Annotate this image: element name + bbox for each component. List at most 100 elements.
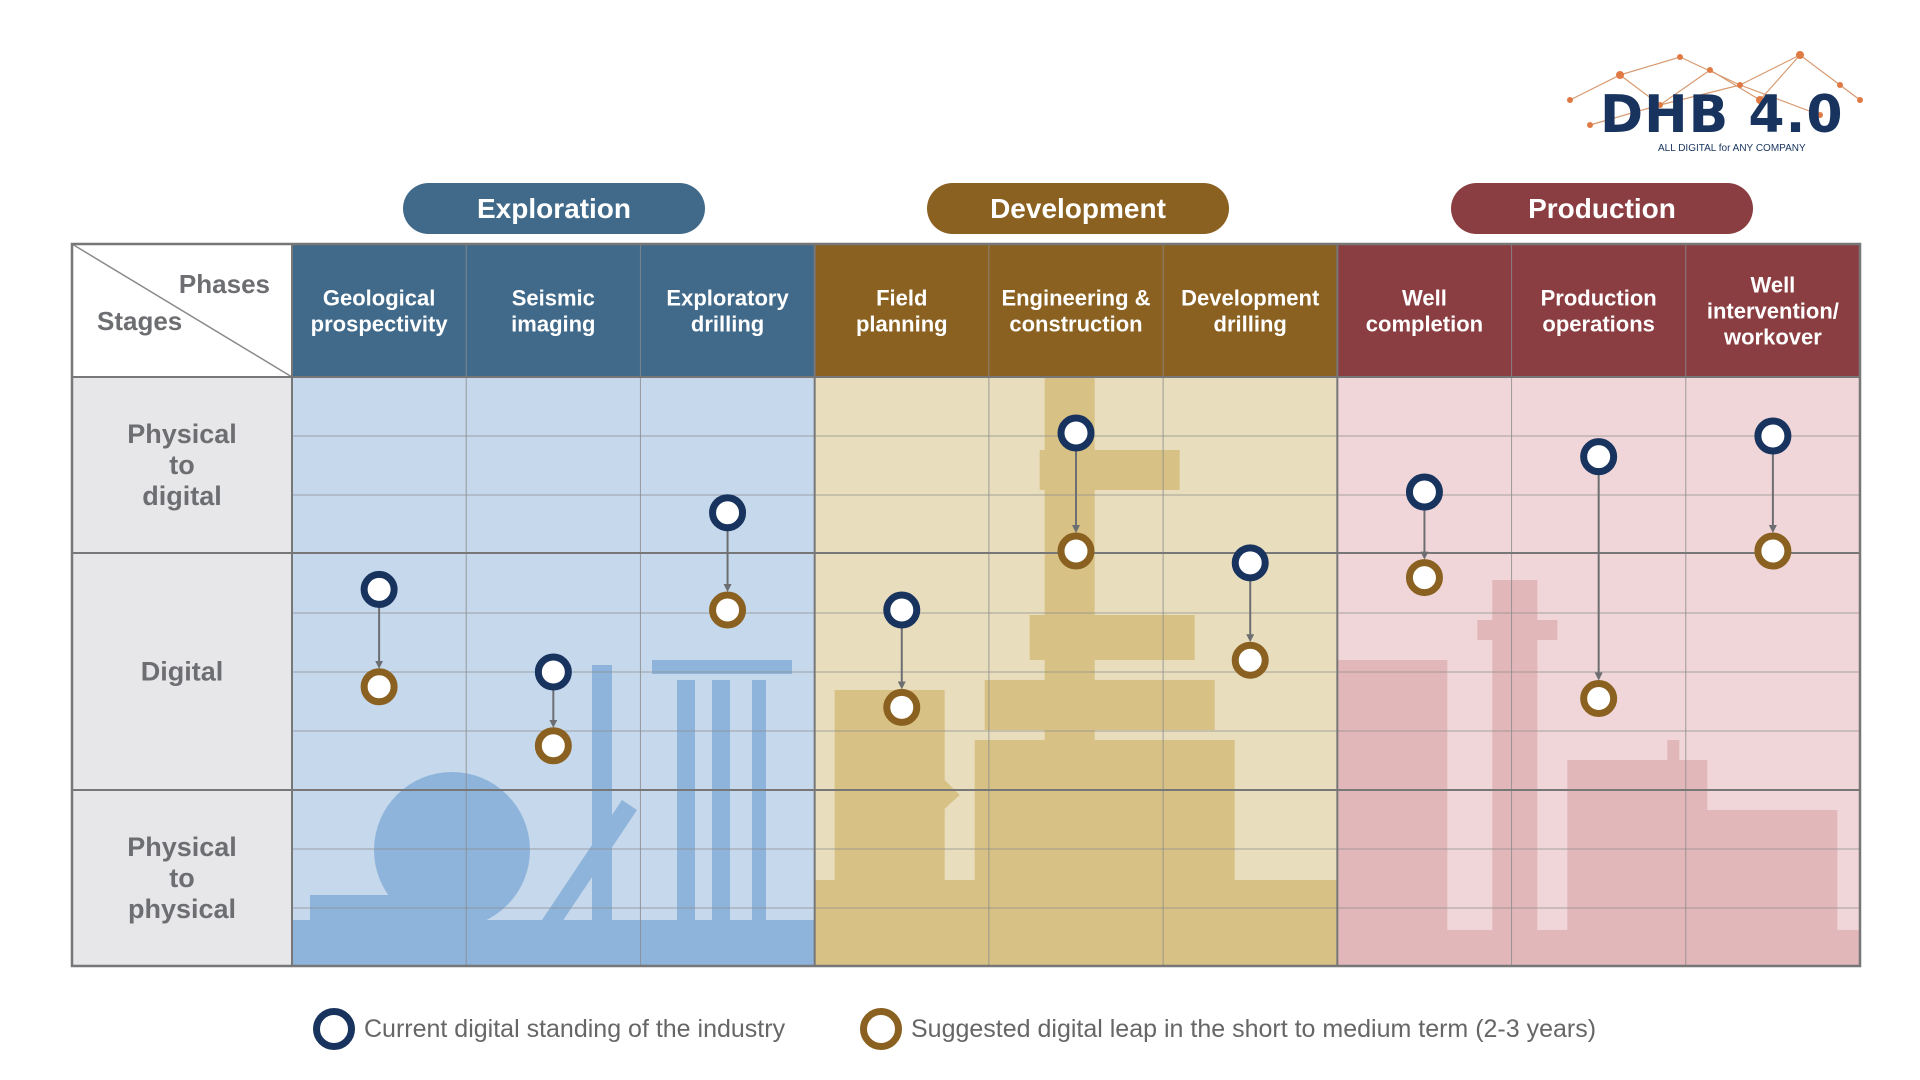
logo-title: DHB 4.0 <box>1600 85 1844 145</box>
silhouette-shape <box>814 780 960 910</box>
phase-header-line: Production <box>1541 286 1657 311</box>
current-marker-icon <box>313 1008 355 1050</box>
group-pill-label: Exploration <box>476 192 631 224</box>
industrial-silhouette-icon <box>814 300 1337 966</box>
stage-label-line: physical <box>128 894 236 924</box>
phase-header-cell <box>1163 244 1338 377</box>
silhouette-shape <box>712 680 730 920</box>
phase-header-line: prospectivity <box>311 312 449 337</box>
phase-header-line: planning <box>856 312 948 337</box>
silhouette-shape <box>652 660 792 674</box>
legend-suggested: Suggested digital leap in the short to m… <box>860 1008 1596 1050</box>
phase-header-line: intervention/ <box>1707 299 1839 324</box>
silhouette-shape <box>310 895 430 925</box>
group-pill-label: Production <box>1528 192 1676 224</box>
industrial-silhouette-icon <box>292 660 814 966</box>
suggested-leap-marker <box>1231 641 1269 679</box>
phase-header-line: Seismic <box>512 286 595 311</box>
phase-header-label: Seismic imaging <box>511 286 595 337</box>
phase-header-line: Development <box>1181 286 1320 311</box>
group-pill-development: Development <box>927 183 1229 234</box>
phase-header-line: Engineering & <box>1001 286 1150 311</box>
stage-label-line: digital <box>142 481 222 511</box>
phase-header-label: Engineering & construction <box>1001 286 1150 337</box>
suggested-leap-marker <box>360 668 398 706</box>
phase-header-cell <box>1685 244 1860 377</box>
current-standing-marker <box>1405 473 1443 511</box>
suggested-leap-marker <box>1405 559 1443 597</box>
phase-header-label: Geological prospectivity <box>311 286 449 337</box>
silhouette-shape <box>752 680 766 920</box>
phase-header-label: Field planning <box>856 286 948 337</box>
legend-suggested-label: Suggested digital leap in the short to m… <box>911 1014 1597 1043</box>
silhouette-shape <box>1337 660 1448 940</box>
logo-tagline: ALL DIGITAL for ANY COMPANY <box>1658 143 1806 154</box>
diagram-border <box>70 242 1862 968</box>
silhouette-shape <box>592 665 612 925</box>
silhouette-shape <box>1667 740 1680 810</box>
phase-header-label: Production operations <box>1541 286 1657 337</box>
phase-header-line: Field <box>876 286 927 311</box>
corner-diagonal <box>71 243 293 378</box>
current-standing-marker <box>1754 417 1792 455</box>
current-standing-marker <box>1231 544 1269 582</box>
current-standing-marker <box>709 494 747 532</box>
silhouette-shape <box>974 740 1235 890</box>
dhb-logo: DHB 4.0 ALL DIGITAL for ANY COMPANY <box>1560 45 1880 155</box>
phase-header-cell <box>466 244 641 377</box>
silhouette-shape <box>1029 615 1195 660</box>
phase-header-cell <box>814 244 989 377</box>
stage-label: Physical to physical <box>127 832 237 924</box>
silhouette-shape <box>1697 810 1838 940</box>
current-standing-marker <box>534 653 572 691</box>
silhouette-shape <box>1477 620 1558 640</box>
legend-current: Current digital standing of the industry <box>313 1008 785 1050</box>
phase-header-line: completion <box>1366 312 1483 337</box>
phase-header-label: Development drilling <box>1181 286 1320 337</box>
group-pill-label: Development <box>990 192 1166 224</box>
current-standing-marker <box>360 570 398 608</box>
suggested-leap-marker <box>1057 532 1095 570</box>
stage-label-line: to <box>169 450 194 480</box>
silhouette-shape <box>677 680 695 920</box>
phase-header-label: Well completion <box>1366 286 1483 337</box>
phase-header-label: Exploratory drilling <box>666 286 789 337</box>
phase-header-line: Well <box>1750 273 1795 298</box>
phase-header-line: operations <box>1542 312 1654 337</box>
stage-label: Physical to digital <box>127 419 237 511</box>
suggested-marker-icon <box>860 1008 902 1050</box>
current-standing-marker <box>1057 414 1095 452</box>
phase-header-cell <box>988 244 1164 377</box>
phase-header-cell <box>292 244 467 377</box>
network-icon <box>1567 51 1863 128</box>
legend-current-label: Current digital standing of the industry <box>364 1014 786 1043</box>
corner-phases-label: Phases <box>179 269 270 299</box>
silhouette-shape <box>984 680 1215 730</box>
silhouette-shape <box>374 772 530 928</box>
stage-label-line: to <box>169 863 194 893</box>
group-pill-exploration: Exploration <box>403 183 705 234</box>
stage-label-line: Physical <box>127 832 237 862</box>
silhouette-shape <box>542 800 637 925</box>
phase-header-line: imaging <box>511 312 595 337</box>
phase-header-line: Well <box>1402 286 1447 311</box>
suggested-leap-marker <box>709 591 747 629</box>
current-standing-marker <box>1580 438 1618 476</box>
silhouette-shape <box>292 920 814 966</box>
group-pill-production: Production <box>1451 183 1753 234</box>
phase-header-cell <box>1511 244 1686 377</box>
stage-label-line: Physical <box>127 419 237 449</box>
phase-header-line: drilling <box>691 312 764 337</box>
phase-header-line: Geological <box>323 286 435 311</box>
phase-header-line: drilling <box>1214 312 1287 337</box>
silhouette-shape <box>1567 760 1708 940</box>
suggested-leap-marker <box>1580 680 1618 718</box>
silhouette-shape <box>1039 450 1180 490</box>
phase-header-line: construction <box>1009 312 1142 337</box>
stage-cell <box>72 790 292 966</box>
phase-header-label: Well intervention/workover <box>1707 273 1839 350</box>
current-standing-marker <box>883 591 921 629</box>
stage-label: Digital <box>141 657 224 687</box>
suggested-leap-marker <box>534 727 572 765</box>
